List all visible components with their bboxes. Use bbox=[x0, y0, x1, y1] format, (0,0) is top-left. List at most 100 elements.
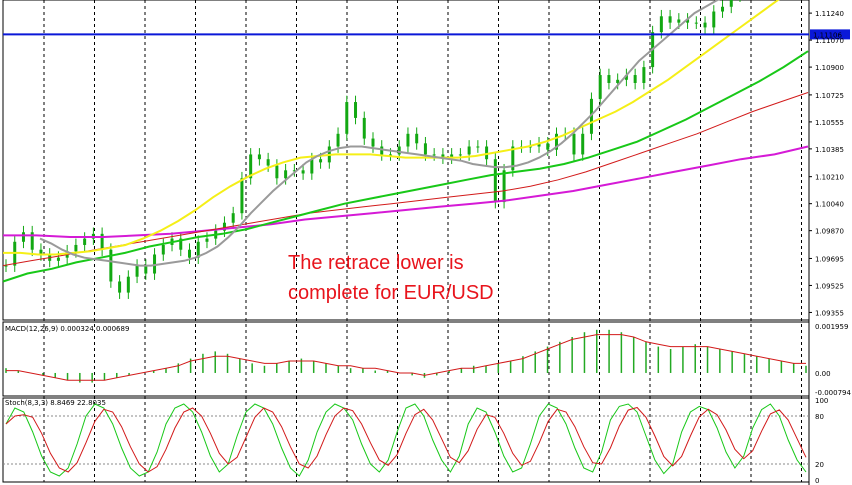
candle-body bbox=[441, 154, 445, 158]
candle-body bbox=[659, 16, 663, 33]
macd-signal-line bbox=[6, 334, 806, 381]
candle-body bbox=[511, 146, 515, 171]
price-tick-label: 1.10385 bbox=[815, 146, 844, 154]
candle-body bbox=[581, 133, 585, 155]
price-tick-label: 1.09355 bbox=[815, 309, 844, 317]
annotation-line-1: The retrace lower is bbox=[288, 252, 464, 274]
candle-body bbox=[415, 133, 419, 144]
candle-body bbox=[188, 249, 191, 258]
candle-body bbox=[493, 159, 497, 203]
candle-body bbox=[458, 154, 462, 156]
panel-frame-2 bbox=[2, 321, 810, 397]
candle-body bbox=[240, 178, 244, 214]
candle-body bbox=[56, 257, 60, 261]
price-tick-label: 1.10040 bbox=[815, 201, 844, 209]
macd-series bbox=[5, 329, 807, 383]
stoch-label: Stoch(8,3,3) 8.8469 22.8035 bbox=[5, 399, 106, 407]
stoch-tick-label: 0 bbox=[815, 477, 819, 485]
candle-body bbox=[354, 102, 358, 118]
candle-body bbox=[135, 265, 139, 277]
candle-body bbox=[266, 159, 270, 166]
candle-body bbox=[222, 222, 226, 231]
price-tick-label: 1.10900 bbox=[815, 64, 844, 72]
candle-body bbox=[450, 154, 454, 158]
candle-body bbox=[388, 154, 392, 156]
candle-body bbox=[144, 265, 148, 274]
candle-body bbox=[319, 159, 323, 163]
moving-averages bbox=[2, 0, 809, 283]
candle-body bbox=[712, 11, 716, 28]
stoch-tick-label: 20 bbox=[815, 461, 824, 469]
candle-body bbox=[231, 213, 235, 223]
candle-body bbox=[118, 281, 122, 293]
stochastic-axis-ticks: 100 80 20 0 bbox=[815, 397, 828, 485]
macd-label: MACD(12,26,9) 0.000324 0.000689 bbox=[5, 325, 129, 333]
candle-body bbox=[310, 159, 314, 174]
candle-body bbox=[380, 146, 384, 155]
macd-tick-label: 0.00 bbox=[815, 370, 831, 378]
candle-body bbox=[21, 232, 25, 242]
candle-body bbox=[668, 16, 672, 23]
ma-mid-line bbox=[3, 0, 780, 256]
candle-body bbox=[406, 133, 410, 147]
candle-body bbox=[205, 238, 209, 242]
vertical-grid bbox=[43, 0, 802, 482]
candle-body bbox=[39, 249, 43, 255]
candle-body bbox=[633, 75, 637, 83]
price-tick-label: 1.10725 bbox=[815, 92, 844, 100]
candle-body bbox=[555, 133, 558, 150]
price-tick-label: 1.11240 bbox=[815, 10, 844, 18]
candle-body bbox=[109, 249, 113, 282]
candle-body bbox=[476, 146, 480, 148]
price-tick-label: 1.09525 bbox=[815, 282, 844, 290]
candle-body bbox=[624, 75, 628, 80]
candle-body bbox=[537, 143, 541, 147]
price-tick-label: 1.10555 bbox=[815, 119, 844, 127]
panel-frames bbox=[2, 0, 810, 485]
candle-body bbox=[572, 133, 576, 155]
candle-body bbox=[153, 254, 157, 274]
candle-body bbox=[362, 117, 366, 139]
candle-body bbox=[345, 102, 349, 134]
candle-body bbox=[607, 75, 611, 83]
candle-body bbox=[423, 143, 427, 155]
candle-body bbox=[598, 75, 602, 99]
candle-body bbox=[616, 79, 620, 83]
candle-body bbox=[30, 232, 34, 250]
ma-long-line bbox=[2, 92, 809, 267]
candle-body bbox=[275, 165, 279, 179]
candle-body bbox=[589, 98, 593, 134]
candle-body bbox=[161, 244, 165, 255]
ma-slow-line bbox=[2, 50, 809, 283]
candle-body bbox=[292, 170, 296, 172]
candle-body bbox=[686, 19, 690, 23]
candle-body bbox=[284, 170, 288, 179]
candle-body bbox=[694, 22, 698, 24]
candle-body bbox=[301, 170, 305, 174]
stoch-tick-label: 80 bbox=[815, 413, 824, 421]
price-axis-ticks: 1.11240 1.11070 1.10900 1.10725 1.10555 1.103… bbox=[809, 10, 844, 317]
candle-body bbox=[432, 154, 436, 156]
candle-body bbox=[83, 238, 87, 245]
stoch-signal-line bbox=[5, 406, 807, 473]
candle-body bbox=[397, 146, 401, 155]
macd-axis-ticks: 0.001959 0.00 -0.000794 bbox=[815, 323, 851, 397]
price-tick-label: 1.11070 bbox=[815, 37, 844, 45]
candle-body bbox=[179, 238, 183, 250]
candle-body bbox=[485, 146, 489, 160]
current-price-tag bbox=[810, 29, 850, 40]
candle-body bbox=[642, 67, 646, 83]
macd-tick-label: -0.000794 bbox=[815, 389, 851, 397]
candle-body bbox=[336, 133, 340, 147]
candle-body bbox=[721, 6, 725, 12]
price-tick-label: 1.09695 bbox=[815, 255, 844, 263]
candle-body bbox=[74, 244, 78, 252]
candle-body bbox=[249, 154, 253, 179]
candle-body bbox=[126, 276, 130, 293]
candle-body bbox=[703, 22, 707, 28]
candle-body bbox=[467, 146, 471, 155]
stoch-tick-label: 100 bbox=[815, 397, 828, 405]
candle-body bbox=[371, 138, 375, 147]
